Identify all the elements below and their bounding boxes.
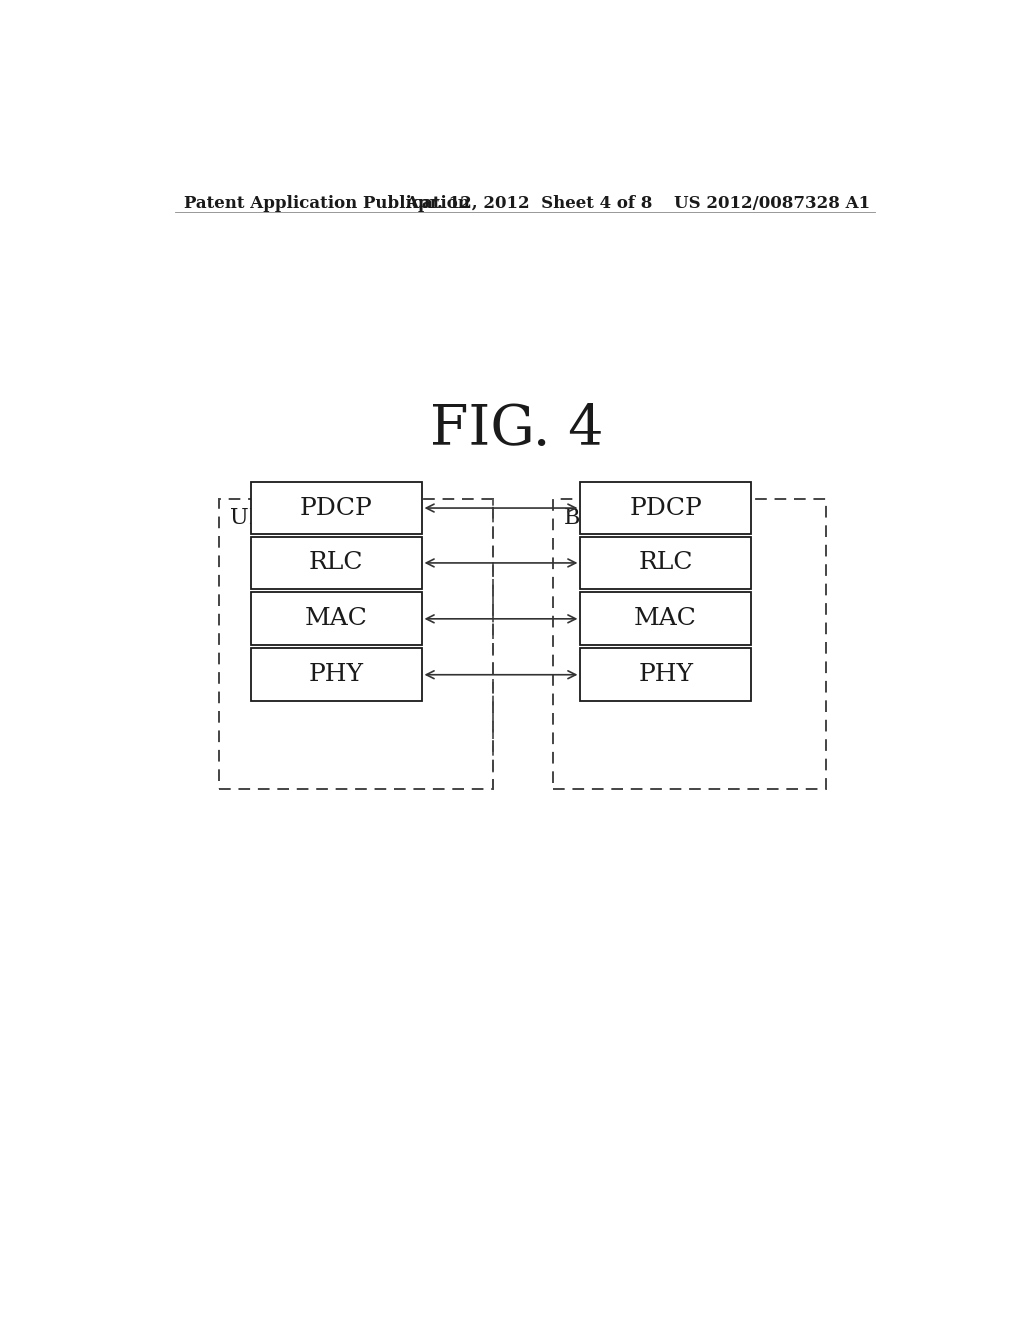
- Text: Patent Application Publication: Patent Application Publication: [183, 195, 470, 213]
- Bar: [581, 482, 751, 535]
- Text: Apr. 12, 2012  Sheet 4 of 8: Apr. 12, 2012 Sheet 4 of 8: [406, 195, 653, 213]
- Text: MAC: MAC: [634, 607, 697, 631]
- Bar: [219, 499, 494, 788]
- Text: US 2012/0087328 A1: US 2012/0087328 A1: [675, 195, 870, 213]
- Text: RLC: RLC: [638, 552, 693, 574]
- Text: BS: BS: [563, 507, 595, 528]
- Text: PHY: PHY: [309, 663, 364, 686]
- Bar: [581, 536, 751, 589]
- Bar: [553, 499, 826, 788]
- Bar: [251, 536, 422, 589]
- Text: MAC: MAC: [305, 607, 368, 631]
- Bar: [251, 648, 422, 701]
- Text: PDCP: PDCP: [300, 496, 373, 520]
- Text: PHY: PHY: [638, 663, 693, 686]
- Text: UE: UE: [230, 507, 265, 528]
- Bar: [581, 593, 751, 645]
- Text: FIG. 4: FIG. 4: [430, 403, 603, 457]
- Text: RLC: RLC: [309, 552, 364, 574]
- Bar: [251, 593, 422, 645]
- Text: PDCP: PDCP: [630, 496, 702, 520]
- Bar: [581, 648, 751, 701]
- Bar: [251, 482, 422, 535]
